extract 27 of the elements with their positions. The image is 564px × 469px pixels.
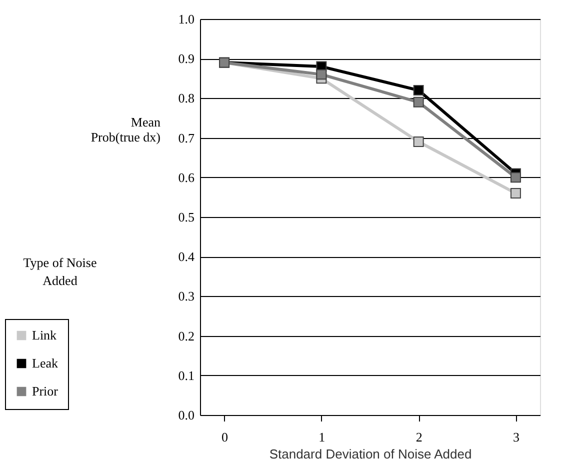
x-tick-label: 1: [318, 430, 326, 444]
y-tick-label: 0.3: [178, 288, 194, 304]
point: [510, 188, 521, 198]
y-tick-label: 0.0: [178, 408, 194, 422]
point: [510, 172, 521, 183]
y-tick-label: 0.8: [178, 90, 194, 106]
y-tick-label: 0.6: [178, 170, 195, 185]
legend-label: Link: [32, 328, 58, 342]
point: [316, 69, 327, 80]
y-tick-label: 0.9: [178, 51, 194, 66]
y-tick-label: 0.1: [178, 368, 194, 383]
legend-label: Leak: [32, 356, 58, 370]
point: [413, 136, 424, 148]
legend-title: Type of Noise Added: [23, 255, 97, 288]
x-tick-label: 2: [416, 430, 422, 444]
y-tick-label: 0.5: [178, 210, 194, 224]
x-tick-label: 3: [512, 430, 520, 444]
y-tick-label: 1.0: [178, 12, 194, 26]
y-tick-label: 0.4: [178, 249, 195, 264]
y-axis-title: Mean Prob(true dx): [90, 114, 161, 144]
y-tick-label: 0.2: [178, 328, 194, 344]
x-tick-label: 0: [222, 430, 228, 444]
point: [413, 96, 424, 108]
legend-label: Prior: [32, 384, 59, 398]
y-tick-label: 0.7: [178, 130, 195, 146]
point: [413, 85, 424, 96]
x-axis-title: Standard Deviation of Noise Added: [269, 446, 472, 462]
